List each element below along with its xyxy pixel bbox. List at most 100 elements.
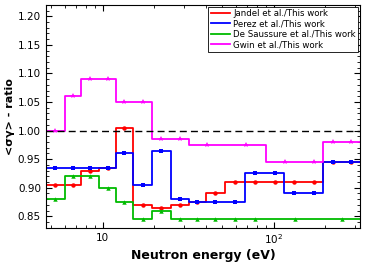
Perez et al./This work [97, 166, 101, 169]
Gwin et al./This work [358, 140, 362, 144]
De Saussure et al./This work [264, 218, 268, 221]
Gwin et al./This work [264, 160, 268, 164]
Gwin et al./This work [131, 100, 135, 104]
Jandel et al./This work [150, 203, 154, 206]
Gwin et al./This work [169, 138, 173, 141]
De Saussure et al./This work [79, 175, 84, 178]
Gwin et al./This work [321, 140, 326, 144]
Jandel et al./This work [301, 180, 306, 184]
Jandel et al./This work [339, 160, 344, 164]
De Saussure et al./This work [223, 218, 227, 221]
Jandel et al./This work [223, 180, 227, 184]
Perez et al./This work [169, 198, 173, 201]
Perez et al./This work [339, 160, 344, 164]
Line: Jandel et al./This work: Jandel et al./This work [46, 128, 360, 208]
Perez et al./This work [264, 172, 268, 175]
X-axis label: Neutron energy (eV): Neutron energy (eV) [131, 249, 275, 262]
Perez et al./This work [79, 166, 84, 169]
Gwin et al./This work [187, 138, 191, 141]
Perez et al./This work [62, 166, 67, 169]
Perez et al./This work [203, 201, 208, 204]
De Saussure et al./This work [150, 209, 154, 212]
Gwin et al./This work [97, 77, 101, 81]
Perez et al./This work [187, 198, 191, 201]
Jandel et al./This work [187, 201, 191, 204]
De Saussure et al./This work [321, 218, 326, 221]
De Saussure et al./This work [97, 186, 101, 189]
Gwin et al./This work [223, 143, 227, 147]
Perez et al./This work [79, 166, 84, 169]
De Saussure et al./This work [114, 186, 118, 189]
Gwin et al./This work [62, 95, 67, 98]
De Saussure et al./This work [243, 218, 247, 221]
Jandel et al./This work [339, 160, 344, 164]
Jandel et al./This work [79, 169, 84, 172]
Gwin et al./This work [150, 138, 154, 141]
Jandel et al./This work [187, 203, 191, 206]
Perez et al./This work [321, 160, 326, 164]
Gwin et al./This work [223, 143, 227, 147]
Line: Perez et al./This work: Perez et al./This work [46, 151, 360, 202]
Jandel et al./This work [358, 160, 362, 164]
Gwin et al./This work [150, 100, 154, 104]
Jandel et al./This work [150, 206, 154, 209]
Perez et al./This work [43, 166, 48, 169]
Jandel et al./This work [43, 183, 48, 186]
Gwin et al./This work [79, 95, 84, 98]
Perez et al./This work [282, 192, 286, 195]
De Saussure et al./This work [131, 201, 135, 204]
Perez et al./This work [131, 183, 135, 186]
Gwin et al./This work [264, 143, 268, 147]
Perez et al./This work [301, 192, 306, 195]
De Saussure et al./This work [43, 198, 48, 201]
Jandel et al./This work [321, 180, 326, 184]
De Saussure et al./This work [169, 209, 173, 212]
Jandel et al./This work [203, 192, 208, 195]
Jandel et al./This work [62, 183, 67, 186]
De Saussure et al./This work [169, 218, 173, 221]
Perez et al./This work [150, 183, 154, 186]
Perez et al./This work [187, 201, 191, 204]
De Saussure et al./This work [243, 218, 247, 221]
Line: De Saussure et al./This work: De Saussure et al./This work [46, 176, 360, 219]
Perez et al./This work [223, 201, 227, 204]
Gwin et al./This work [97, 77, 101, 81]
Perez et al./This work [243, 201, 247, 204]
Jandel et al./This work [97, 166, 101, 169]
Jandel et al./This work [79, 183, 84, 186]
De Saussure et al./This work [264, 218, 268, 221]
Perez et al./This work [358, 160, 362, 164]
Perez et al./This work [62, 166, 67, 169]
Line: Gwin et al./This work: Gwin et al./This work [46, 79, 360, 162]
De Saussure et al./This work [97, 175, 101, 178]
Gwin et al./This work [114, 100, 118, 104]
Perez et al./This work [203, 201, 208, 204]
De Saussure et al./This work [79, 175, 84, 178]
Perez et al./This work [114, 166, 118, 169]
Jandel et al./This work [223, 192, 227, 195]
Jandel et al./This work [203, 201, 208, 204]
Perez et al./This work [282, 172, 286, 175]
Gwin et al./This work [339, 140, 344, 144]
Jandel et al./This work [62, 183, 67, 186]
De Saussure et al./This work [358, 218, 362, 221]
Jandel et al./This work [97, 169, 101, 172]
Gwin et al./This work [301, 160, 306, 164]
De Saussure et al./This work [203, 218, 208, 221]
Jandel et al./This work [301, 180, 306, 184]
De Saussure et al./This work [203, 218, 208, 221]
Perez et al./This work [131, 152, 135, 155]
Perez et al./This work [301, 192, 306, 195]
De Saussure et al./This work [62, 198, 67, 201]
Gwin et al./This work [43, 129, 48, 132]
Jandel et al./This work [282, 180, 286, 184]
Jandel et al./This work [243, 180, 247, 184]
Jandel et al./This work [114, 166, 118, 169]
Perez et al./This work [339, 160, 344, 164]
De Saussure et al./This work [62, 175, 67, 178]
Perez et al./This work [264, 172, 268, 175]
Jandel et al./This work [282, 180, 286, 184]
Perez et al./This work [114, 152, 118, 155]
Gwin et al./This work [169, 138, 173, 141]
Jandel et al./This work [169, 206, 173, 209]
